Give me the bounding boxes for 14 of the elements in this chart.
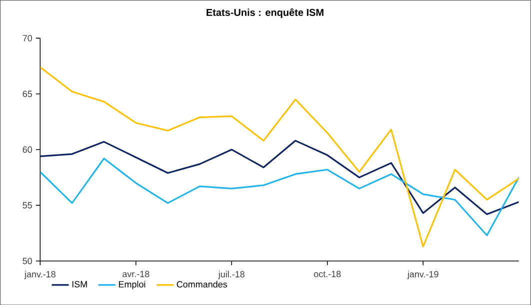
y-tick-label: 60 xyxy=(22,146,32,153)
chart-title: Etats-Unis : enquête ISM xyxy=(206,8,324,18)
legend-label: ISM xyxy=(72,280,87,288)
y-tick-label: 65 xyxy=(22,90,32,97)
y-tick-label: 50 xyxy=(22,258,32,264)
legend-label: Emploi xyxy=(118,280,146,290)
x-tick-label: janv.-19 xyxy=(407,270,438,280)
y-tick-label: 70 xyxy=(22,34,32,42)
x-tick-label: janv.-18 xyxy=(24,270,56,280)
legend-label: Commandes xyxy=(176,280,228,288)
x-tick-label: avr.-18 xyxy=(122,270,150,278)
x-tick-label: juil.-18 xyxy=(218,270,244,280)
x-tick-label: oct.-18 xyxy=(314,270,341,278)
y-tick-label: 55 xyxy=(22,202,32,208)
